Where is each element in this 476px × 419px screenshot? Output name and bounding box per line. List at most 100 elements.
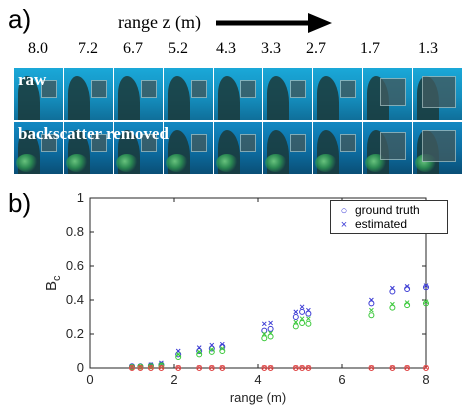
y-tick-label: 0.6 bbox=[66, 258, 84, 273]
backscatter-removed-image-strip bbox=[14, 122, 463, 174]
estimated-point bbox=[261, 321, 267, 327]
estimated-point bbox=[369, 297, 374, 303]
ground-truth-point bbox=[404, 365, 411, 371]
estimated-point bbox=[293, 319, 299, 325]
ground-truth-point bbox=[292, 323, 299, 330]
corrected-image-tile bbox=[213, 122, 263, 174]
range-values: 8.0 7.2 6.7 5.2 4.3 3.3 2.7 1.7 1.3 bbox=[0, 40, 476, 66]
y-axis-label: Bc bbox=[43, 275, 63, 291]
estimated-point bbox=[404, 365, 410, 370]
estimated-point bbox=[423, 365, 429, 370]
estimated-point bbox=[369, 307, 374, 313]
ground-truth-point bbox=[196, 351, 203, 358]
estimated-point bbox=[306, 307, 311, 313]
estimated-point bbox=[369, 365, 374, 370]
ground-truth-point bbox=[305, 365, 312, 371]
corrected-image-tile bbox=[163, 122, 213, 174]
ground-truth-point bbox=[196, 348, 203, 354]
estimated-point bbox=[129, 364, 135, 369]
estimated-point bbox=[293, 309, 299, 315]
ground-truth-point bbox=[261, 327, 268, 334]
ground-truth-point bbox=[423, 365, 429, 371]
estimated-point bbox=[261, 365, 267, 370]
corrected-image-tile bbox=[413, 122, 463, 174]
raw-image-tile bbox=[263, 68, 313, 120]
ground-truth-point bbox=[292, 314, 299, 320]
ground-truth-point bbox=[208, 345, 215, 352]
legend-label: ground truth bbox=[355, 203, 420, 217]
estimated-point bbox=[423, 299, 429, 305]
ground-truth-point bbox=[208, 348, 215, 355]
circle-marker-icon: ○ bbox=[340, 205, 348, 217]
ground-truth-point bbox=[175, 351, 182, 358]
x-tick-label: 6 bbox=[338, 372, 345, 387]
estimated-point bbox=[306, 365, 311, 370]
estimated-point bbox=[268, 330, 273, 336]
estimated-point bbox=[138, 365, 143, 371]
raw-image-tile bbox=[163, 68, 213, 120]
ground-truth-point bbox=[267, 333, 274, 340]
estimated-point bbox=[268, 365, 273, 370]
x-tick-label: 4 bbox=[254, 372, 261, 387]
ground-truth-point bbox=[423, 284, 429, 291]
estimated-point bbox=[196, 365, 202, 370]
range-value: 7.2 bbox=[78, 40, 98, 57]
estimated-point bbox=[175, 348, 181, 354]
estimated-point bbox=[219, 365, 225, 370]
ground-truth-point bbox=[305, 320, 312, 327]
ground-truth-point bbox=[389, 304, 396, 311]
corrected-image-tile bbox=[14, 122, 63, 174]
legend-item: × estimated bbox=[337, 217, 407, 231]
y-tick-label: 0 bbox=[77, 360, 84, 375]
y-tick-label: 0.4 bbox=[66, 292, 84, 307]
ground-truth-point bbox=[299, 319, 306, 326]
x-tick-label: 0 bbox=[86, 372, 93, 387]
raw-row-label: raw bbox=[18, 70, 47, 89]
x-tick-label: 8 bbox=[422, 372, 429, 387]
estimated-point bbox=[423, 283, 429, 288]
ground-truth-point bbox=[267, 365, 274, 371]
estimated-point bbox=[306, 316, 311, 322]
raw-image-tile bbox=[363, 68, 413, 120]
estimated-point bbox=[159, 365, 164, 370]
ground-truth-point bbox=[129, 365, 135, 371]
ground-truth-point bbox=[147, 365, 154, 371]
ground-truth-point bbox=[292, 365, 299, 371]
raw-image-tile bbox=[313, 68, 363, 120]
estimated-point bbox=[148, 365, 154, 370]
ground-truth-point bbox=[389, 365, 396, 371]
corrected-image-tile bbox=[63, 122, 113, 174]
estimated-point bbox=[404, 300, 410, 305]
ground-truth-point bbox=[137, 365, 144, 371]
raw-image-tile bbox=[63, 68, 113, 120]
estimated-point bbox=[209, 346, 215, 352]
corrected-image-tile bbox=[363, 122, 413, 174]
ground-truth-point bbox=[368, 300, 375, 307]
panel-a-label: a) bbox=[8, 4, 32, 34]
estimated-point bbox=[209, 365, 215, 370]
estimated-point bbox=[129, 365, 135, 371]
y-tick-label: 0.2 bbox=[66, 326, 84, 341]
ground-truth-point bbox=[261, 365, 268, 371]
legend-label: estimated bbox=[355, 217, 408, 231]
panel-b-label: b) bbox=[8, 188, 32, 218]
estimated-point bbox=[293, 365, 299, 370]
estimated-point bbox=[299, 304, 305, 310]
range-value: 6.7 bbox=[123, 40, 143, 57]
ground-truth-point bbox=[208, 365, 215, 371]
range-value: 8.0 bbox=[28, 40, 48, 57]
ground-truth-point bbox=[158, 365, 165, 371]
estimated-point bbox=[219, 346, 225, 351]
raw-image-tile bbox=[213, 68, 263, 120]
ground-truth-point bbox=[196, 365, 203, 371]
estimated-point bbox=[390, 301, 395, 307]
ground-truth-point bbox=[267, 325, 274, 332]
estimated-point bbox=[390, 285, 395, 291]
estimated-point bbox=[390, 365, 395, 370]
chart-legend: ○ ground truth × estimated bbox=[330, 200, 448, 234]
ground-truth-point bbox=[305, 310, 312, 317]
ground-truth-point bbox=[404, 302, 411, 309]
y-tick-label: 0.8 bbox=[66, 224, 84, 239]
ground-truth-point bbox=[299, 365, 306, 371]
